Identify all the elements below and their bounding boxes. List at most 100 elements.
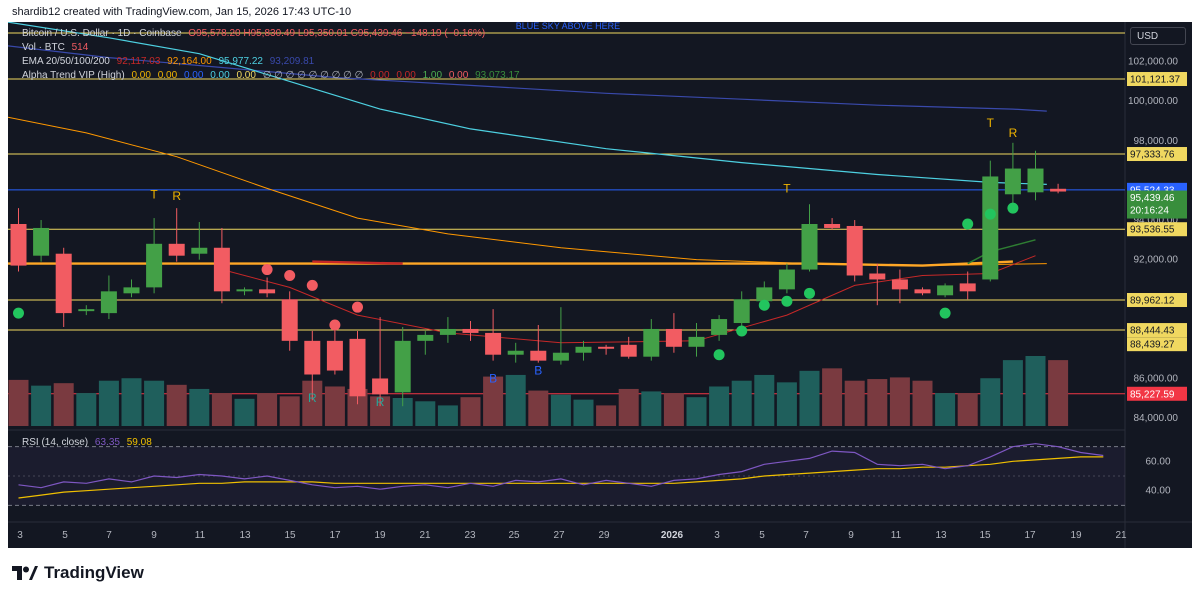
- candle-body: [891, 279, 908, 290]
- legend-alpha-v0: 0.00: [131, 70, 151, 81]
- legend-ema-row: EMA 20/50/100/200 92,117.03 92,164.00 95…: [22, 56, 318, 67]
- level-label: 93,536.55: [1130, 225, 1175, 236]
- level-label-bg: [1127, 293, 1187, 308]
- price-axis-tick: 86,000.00: [1134, 373, 1179, 384]
- volume-bar: [573, 399, 594, 426]
- countdown-label: 20:16:24: [1130, 206, 1169, 217]
- volume-bar: [31, 385, 52, 426]
- volume-bar: [144, 380, 165, 426]
- candle-body: [168, 243, 185, 256]
- volume-bar: [257, 393, 278, 426]
- chart-frame[interactable]: BLUE SKY ABOVE HERE T R R R B B T T R 102,000.00 10…: [8, 22, 1192, 548]
- time-axis-label: 9: [848, 530, 854, 541]
- legend-ema-20: 92,117.03: [116, 56, 161, 67]
- candle-body: [281, 299, 298, 341]
- volume-bar: [483, 376, 504, 426]
- price-axis-tick: 94,000.00: [1134, 215, 1179, 226]
- signal-letter: T: [783, 181, 791, 195]
- volume-bar: [799, 370, 820, 426]
- candle-body: [33, 227, 50, 256]
- tradingview-logo[interactable]: TradingView: [12, 563, 144, 583]
- time-axis-label: 19: [1070, 530, 1082, 541]
- candle-body: [1027, 168, 1044, 193]
- volume-bar: [709, 386, 730, 426]
- volume-bar: [1025, 356, 1046, 426]
- signal-letter: R: [172, 189, 181, 203]
- candle-body: [733, 299, 750, 324]
- time-axis-label: 2026: [661, 530, 684, 541]
- time-axis-label: 5: [759, 530, 765, 541]
- signal-dot: [306, 279, 318, 291]
- time-axis-label: 15: [979, 530, 991, 541]
- time-axis-label: 19: [374, 530, 386, 541]
- candle-body: [259, 289, 276, 294]
- volume-bar: [437, 405, 458, 426]
- candle-body: [213, 247, 230, 292]
- legend-alpha-label[interactable]: Alpha Trend VIP (High): [22, 70, 125, 81]
- volume-bar: [76, 393, 97, 426]
- legend-alpha-v8: 1.00: [422, 70, 443, 81]
- legend-alpha-v6: 0.00: [370, 70, 390, 81]
- time-axis-label: 13: [239, 530, 251, 541]
- candle-body: [824, 224, 841, 228]
- signal-dot: [284, 269, 296, 281]
- volume-bar: [279, 396, 300, 426]
- level-label-bg: [1127, 323, 1187, 338]
- signal-letter: R: [1009, 126, 1018, 140]
- candle-body: [417, 334, 434, 341]
- volume-bar: [822, 368, 843, 426]
- signal-letter: B: [489, 371, 497, 385]
- time-axis-label: 5: [62, 530, 68, 541]
- candle-body: [462, 328, 479, 333]
- price-axis-tick: 84,000.00: [1134, 413, 1179, 424]
- volume-bar: [8, 379, 29, 426]
- time-axis-label: 27: [553, 530, 565, 541]
- extra-level-bg: [1127, 337, 1187, 352]
- currency-button[interactable]: USD: [1130, 27, 1186, 45]
- candle-body: [394, 340, 411, 393]
- time-axis-label: 17: [1024, 530, 1036, 541]
- signal-dot: [329, 319, 341, 331]
- candle-body: [959, 283, 976, 292]
- alpha-green-line: [967, 239, 1036, 265]
- legend-rsi-value: 63.35: [94, 437, 120, 448]
- signal-dot: [736, 325, 748, 337]
- volume-bar: [505, 374, 526, 426]
- legend-alpha-v7: 0.00: [396, 70, 416, 81]
- volume-bar: [347, 388, 368, 426]
- candle-body: [801, 224, 818, 270]
- tradingview-logo-text: TradingView: [44, 563, 144, 582]
- candle-body: [10, 224, 27, 266]
- time-axis-label: 21: [419, 530, 431, 541]
- legend-ohlc: O95,578.20 H95,830.49 L95,350.01 C95,439…: [188, 28, 486, 39]
- volume-bar: [957, 393, 978, 426]
- legend-ema-label[interactable]: EMA 20/50/100/200: [22, 56, 110, 67]
- candle-body: [575, 346, 592, 353]
- candle-body: [485, 332, 502, 355]
- candle-body: [146, 243, 163, 288]
- volume-bar: [121, 378, 142, 426]
- signal-letter: R: [308, 391, 317, 405]
- candle-body: [778, 269, 795, 290]
- volume-bar: [550, 394, 571, 426]
- legend-ema-200: 93,209.81: [269, 56, 315, 67]
- level-label-bg: [1127, 72, 1187, 87]
- rsi-band: [8, 446, 1125, 506]
- legend-symbol[interactable]: Bitcoin / U.S. Dollar · 1D · Coinbase: [22, 28, 182, 39]
- time-axis-label: 21: [1115, 530, 1127, 541]
- header-bar: shardib12 created with TradingView.com, …: [0, 0, 1200, 22]
- ema-200-line: [8, 45, 1047, 112]
- volume-bar: [1048, 360, 1069, 426]
- legend-vol-label[interactable]: Vol · BTC: [22, 42, 65, 53]
- volume-bar: [370, 396, 391, 426]
- alpha-trend-line: [8, 260, 1013, 267]
- candle-body: [937, 285, 954, 296]
- time-axis-label: 13: [935, 530, 947, 541]
- volume-bar: [663, 393, 684, 426]
- volume-bar: [754, 374, 775, 426]
- candle-body: [756, 287, 773, 302]
- legend-rsi-label[interactable]: RSI (14, close): [22, 437, 89, 448]
- candle-body: [326, 340, 343, 371]
- level-label-bg: [1127, 147, 1187, 162]
